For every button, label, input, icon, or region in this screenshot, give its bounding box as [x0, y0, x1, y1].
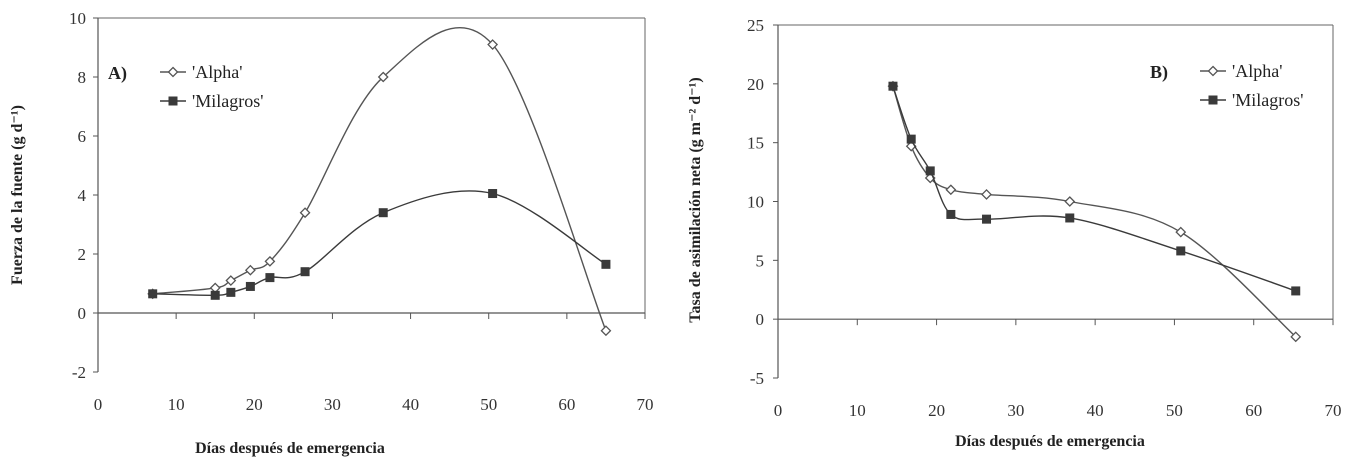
y-tick-label: 0 [756, 310, 765, 329]
legend-marker [1208, 95, 1218, 105]
data-point-milagros [148, 289, 158, 299]
data-point-alpha [225, 275, 237, 286]
y-axis-title: Tasa de asimilación neta (g m⁻² d⁻¹) [687, 77, 704, 322]
x-tick-label: 40 [1087, 401, 1104, 420]
legend-marker [167, 66, 179, 78]
data-point-milagros [226, 287, 236, 297]
y-tick-label: 10 [747, 193, 764, 212]
y-tick-label: 15 [747, 134, 764, 153]
y-axis-title: Fuerza de la fuente (g d⁻¹) [9, 105, 26, 285]
data-point-alpha [600, 325, 612, 337]
x-tick-label: 60 [1245, 401, 1262, 420]
x-tick-label: 60 [558, 395, 575, 414]
x-tick-label: 40 [402, 395, 419, 414]
legend-label: 'Milagros' [1232, 90, 1303, 110]
panel-label: A) [108, 63, 127, 84]
data-point-alpha [1175, 226, 1187, 238]
series-line-milagros [152, 190, 607, 297]
y-tick-label: 8 [78, 68, 87, 87]
data-point-alpha [244, 264, 256, 276]
data-point-milagros [982, 214, 992, 224]
data-point-milagros [1065, 213, 1075, 223]
x-tick-label: 0 [94, 395, 103, 414]
x-axis-title: Días después de emergencia [955, 433, 1145, 450]
x-tick-label: 30 [1007, 401, 1024, 420]
data-point-alpha [377, 71, 389, 83]
legend-label: 'Alpha' [192, 62, 242, 82]
y-tick-label: 2 [78, 245, 87, 264]
y-tick-label: 25 [747, 16, 764, 35]
data-point-alpha [981, 189, 992, 200]
data-point-milagros [888, 81, 898, 91]
y-tick-label: -2 [72, 363, 86, 382]
y-tick-label: 4 [78, 186, 87, 205]
y-tick-label: 0 [78, 304, 87, 323]
data-point-milagros [245, 281, 255, 291]
chart-panel-a: -2 0 2 4 6 8 10 0 10 20 30 40 50 60 70 Días después de … [9, 9, 654, 457]
y-tick-label: 6 [78, 127, 87, 146]
data-point-milagros [265, 273, 275, 283]
data-point-milagros [946, 209, 956, 219]
x-tick-label: 30 [324, 395, 341, 414]
data-point-alpha [299, 207, 311, 219]
data-point-milagros [488, 189, 498, 199]
y-tick-label: 20 [747, 75, 764, 94]
y-tick-label: 5 [756, 251, 765, 270]
data-point-alpha [1290, 331, 1302, 343]
y-tick-label: 10 [69, 9, 86, 28]
x-tick-label: 70 [637, 395, 654, 414]
x-tick-label: 0 [774, 401, 783, 420]
data-point-alpha [487, 39, 499, 50]
data-point-milagros [1176, 246, 1186, 256]
legend-label: 'Alpha' [1232, 61, 1282, 81]
x-tick-label: 50 [480, 395, 497, 414]
x-tick-label: 50 [1166, 401, 1183, 420]
panel-label: B) [1150, 62, 1168, 83]
chart-panel-b: -5 0 5 10 15 20 25 0 10 20 30 40 50 60 70 Días después … [687, 16, 1342, 450]
legend-marker [168, 96, 178, 106]
data-point-alpha [264, 255, 276, 267]
x-tick-label: 10 [168, 395, 185, 414]
data-point-milagros [1291, 286, 1301, 296]
legend-label: 'Milagros' [192, 91, 263, 111]
x-axis-title: Días después de emergencia [195, 440, 385, 457]
data-point-alpha [945, 184, 957, 196]
y-tick-label: -5 [750, 369, 764, 388]
data-point-milagros [378, 208, 388, 218]
x-tick-label: 20 [928, 401, 945, 420]
x-tick-label: 70 [1325, 401, 1342, 420]
data-point-milagros [601, 259, 611, 269]
data-point-alpha [1064, 196, 1076, 207]
data-point-milagros [925, 166, 935, 176]
x-tick-label: 10 [849, 401, 866, 420]
legend-marker [1207, 65, 1219, 77]
data-point-milagros [906, 134, 916, 144]
x-tick-label: 20 [246, 395, 263, 414]
data-point-milagros [300, 267, 310, 277]
data-point-milagros [210, 290, 220, 300]
